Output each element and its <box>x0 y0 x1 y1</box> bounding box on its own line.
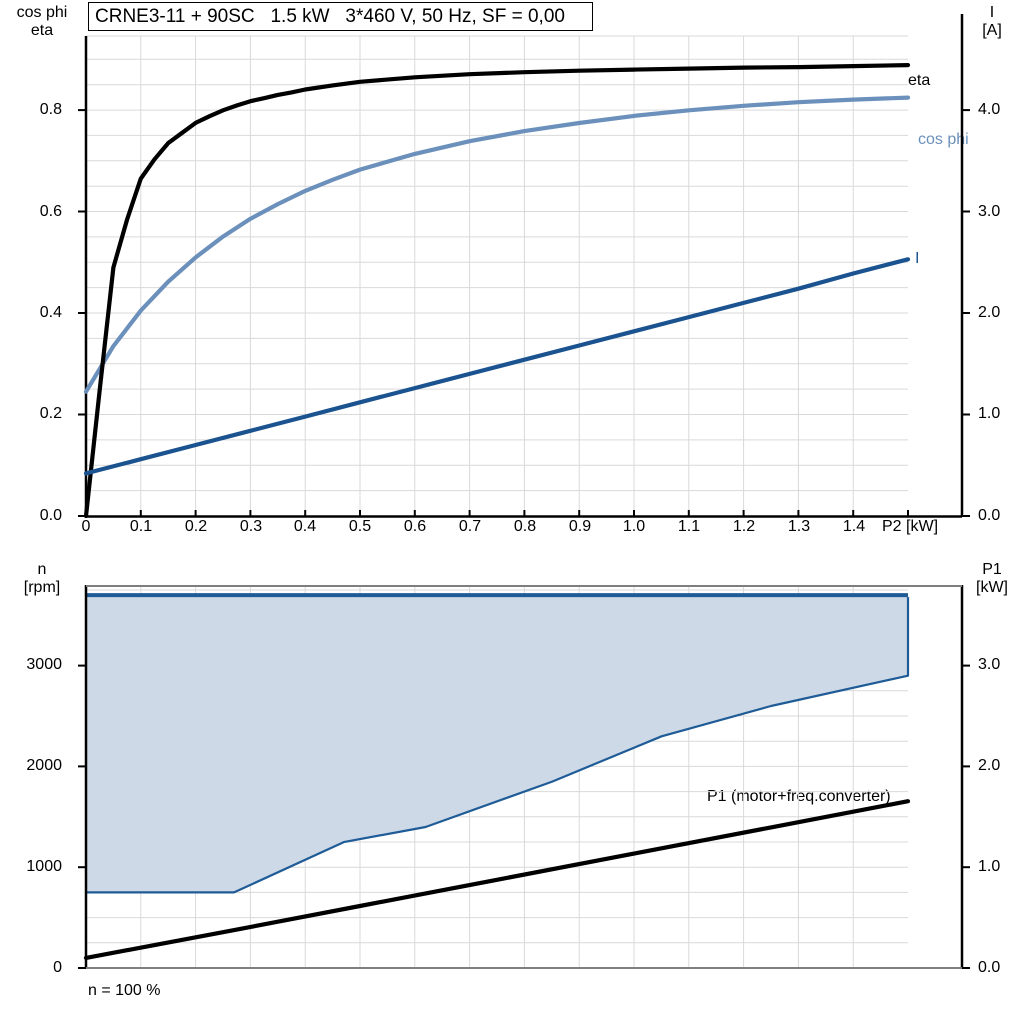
bottom-axes <box>84 585 964 969</box>
top-x-tick-10: 1.0 <box>622 518 646 535</box>
curve-current <box>83 257 911 476</box>
bottom-right-tick-3: 3.0 <box>978 656 1001 673</box>
top-x-tick-11: 1.1 <box>677 518 701 535</box>
top-right-tick-2: 2.0 <box>978 304 1001 321</box>
bottom-frame <box>86 585 962 969</box>
top-right-tick-3: 3.0 <box>978 203 1001 220</box>
top-axes <box>84 14 964 518</box>
top-left-tick-4: 0.8 <box>39 101 62 118</box>
bottom-right-axis-label: P1 [kW] <box>976 561 1008 596</box>
top-x-tick-5: 0.5 <box>348 518 372 535</box>
bottom-left-tick-2: 2000 <box>26 757 62 774</box>
top-right-axis-label: I [A] <box>982 4 1002 39</box>
speed-footnote: n = 100 % <box>88 982 161 999</box>
top-x-tick-4: 0.4 <box>293 518 317 535</box>
top-chart-panel: cos phi eta I [A] CRNE3-11 + 90SC 1.5 kW… <box>16 2 1002 535</box>
bottom-right-tick-1: 1.0 <box>978 858 1001 875</box>
chart-title: CRNE3-11 + 90SC 1.5 kW 3*460 V, 50 Hz, S… <box>88 2 593 31</box>
top-left-tick-2: 0.4 <box>39 304 62 321</box>
top-grid <box>86 35 908 516</box>
top-right-tick-1: 1.0 <box>978 405 1001 422</box>
bottom-left-axis-label: n [rpm] <box>23 561 61 596</box>
top-left-tick-3: 0.6 <box>39 203 62 220</box>
top-x-tick-9: 0.9 <box>568 518 592 535</box>
top-right-tick-0: 0.0 <box>978 507 1001 524</box>
curve-label-cos-phi: cos phi <box>918 131 969 148</box>
top-x-tick-0: 0 <box>81 518 91 535</box>
top-x-tick-7: 0.7 <box>458 518 482 535</box>
bottom-right-tick-2: 2.0 <box>978 757 1001 774</box>
top-x-axis-label: P2 [kW] <box>882 518 939 535</box>
curve-eta <box>83 62 911 519</box>
speed-envelope-area <box>86 595 908 893</box>
bottom-right-tick-0: 0.0 <box>978 959 1001 976</box>
bottom-left-tick-0: 0 <box>53 959 62 976</box>
top-chart-svg <box>78 14 970 519</box>
top-tickmarks <box>78 109 970 517</box>
bottom-left-tick-1: 1000 <box>26 858 62 875</box>
top-left-tick-1: 0.2 <box>39 405 62 422</box>
top-x-tick-12: 1.2 <box>732 518 756 535</box>
bottom-chart-svg <box>78 585 970 969</box>
curve-speed-min <box>86 597 910 894</box>
curve-label-eta: eta <box>908 72 931 89</box>
top-x-tick-14: 1.4 <box>842 518 866 535</box>
curve-cos-phi <box>83 95 911 394</box>
top-x-tick-6: 0.6 <box>403 518 427 535</box>
top-x-tick-13: 1.3 <box>787 518 811 535</box>
curve-label-current: I <box>915 250 920 267</box>
top-left-axis-label: cos phi eta <box>16 4 68 39</box>
bottom-tickmarks <box>78 664 970 969</box>
top-x-tick-1: 0.1 <box>129 518 153 535</box>
top-x-tick-8: 0.8 <box>513 518 537 535</box>
top-left-tick-0: 0.0 <box>39 507 62 524</box>
bottom-chart-panel: n [rpm] P1 [kW] 0 1000 2000 3000 0.0 1.0… <box>0 545 1024 1024</box>
curve-p1 <box>83 799 911 960</box>
bottom-left-tick-3: 3000 <box>26 656 62 673</box>
top-right-tick-4: 4.0 <box>978 101 1001 118</box>
top-x-tick-2: 0.2 <box>184 518 208 535</box>
top-x-tick-3: 0.3 <box>239 518 263 535</box>
